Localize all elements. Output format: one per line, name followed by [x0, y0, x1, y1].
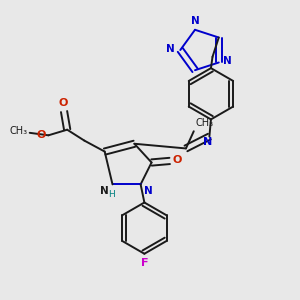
Text: N: N [203, 137, 212, 147]
Text: N: N [144, 186, 153, 196]
Text: N: N [191, 16, 200, 26]
Text: O: O [37, 130, 46, 140]
Text: H: H [108, 190, 115, 199]
Text: CH₃: CH₃ [195, 118, 213, 128]
Text: F: F [141, 258, 148, 268]
Text: O: O [59, 98, 68, 108]
Text: CH₃: CH₃ [9, 126, 27, 136]
Text: N: N [166, 44, 175, 54]
Text: N: N [100, 186, 109, 196]
Text: N: N [223, 56, 231, 66]
Text: O: O [173, 155, 182, 165]
